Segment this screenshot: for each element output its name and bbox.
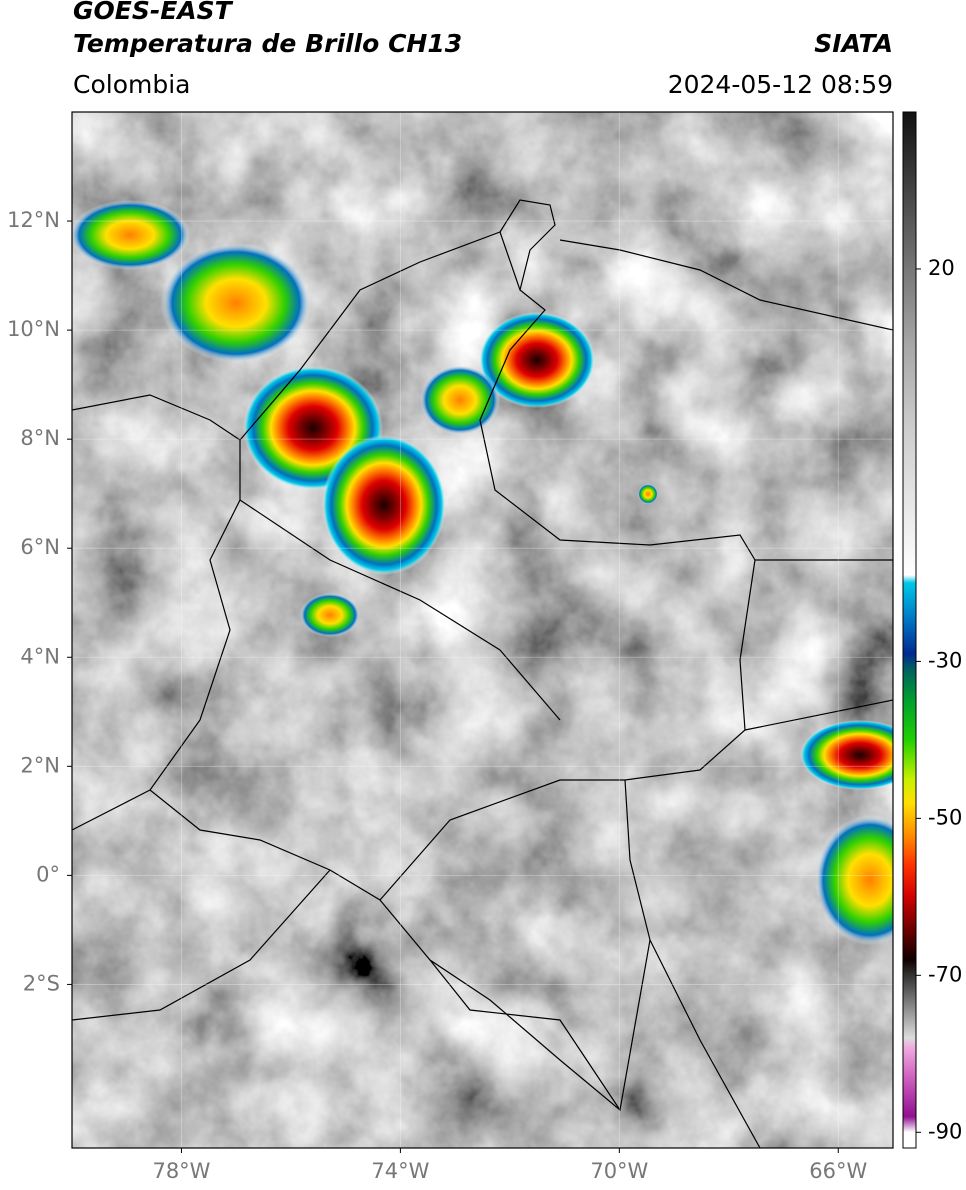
datetime: 2024-05-12 08:59 bbox=[668, 70, 893, 99]
panama-coast bbox=[72, 394, 241, 441]
venezuela-coast bbox=[499, 199, 893, 331]
lon-tick-label: 74°W bbox=[371, 1159, 429, 1183]
source: SIATA bbox=[814, 29, 893, 58]
storm-cell bbox=[815, 815, 893, 945]
storm-cell bbox=[638, 484, 658, 504]
colorbar-fill bbox=[903, 112, 916, 1148]
lat-tick-label: 4°N bbox=[20, 644, 60, 668]
lat-tick-label: 12°N bbox=[7, 208, 60, 232]
storm-cell bbox=[479, 312, 595, 408]
storm-cell bbox=[800, 720, 893, 790]
storm-cell bbox=[300, 593, 360, 637]
title: GOES-EAST bbox=[73, 0, 234, 25]
department-borders bbox=[239, 499, 625, 901]
colorbar-tick-label: -90 bbox=[928, 1119, 962, 1143]
peru-brazil-border bbox=[429, 939, 761, 1148]
venezuela-brazil-border bbox=[744, 559, 893, 731]
storm-cell bbox=[72, 200, 190, 270]
ecuador-border bbox=[72, 789, 331, 1021]
plot-frame bbox=[71, 111, 894, 1149]
lon-tick-label: 66°W bbox=[809, 1159, 867, 1183]
colorbar-tick-label: 20 bbox=[928, 256, 955, 280]
colorbar-tick-label: -50 bbox=[928, 805, 962, 829]
subtitle: Temperatura de Brillo CH13 bbox=[73, 29, 462, 58]
colombia-border bbox=[149, 231, 756, 1112]
storm-cell bbox=[322, 435, 446, 575]
lat-tick-label: 0° bbox=[36, 862, 60, 886]
lat-tick-label: 6°N bbox=[20, 535, 60, 559]
lon-tick-label: 78°W bbox=[152, 1159, 210, 1183]
lat-tick-label: 8°N bbox=[20, 426, 60, 450]
storm-cell bbox=[161, 243, 311, 363]
colorbar-tick-label: -70 bbox=[928, 962, 962, 986]
region: Colombia bbox=[73, 70, 190, 99]
colorbar: 20 -30 -50 -70 -90 bbox=[903, 112, 962, 1148]
lat-tick-label: 2°S bbox=[23, 971, 60, 995]
colorbar-tick-label: -30 bbox=[928, 648, 962, 672]
lat-tick-label: 10°N bbox=[7, 317, 60, 341]
map-image bbox=[72, 112, 893, 1148]
storm-cell bbox=[420, 365, 500, 435]
lon-tick-label: 70°W bbox=[590, 1159, 648, 1183]
colorbar-frame bbox=[902, 111, 917, 1149]
grid: 78°W 74°W 70°W 66°W 12°N 10°N 8°N 6°N 4°N 2°N 0° 2°… bbox=[7, 112, 893, 1183]
borders bbox=[72, 199, 893, 1148]
lat-tick-label: 2°N bbox=[20, 753, 60, 777]
